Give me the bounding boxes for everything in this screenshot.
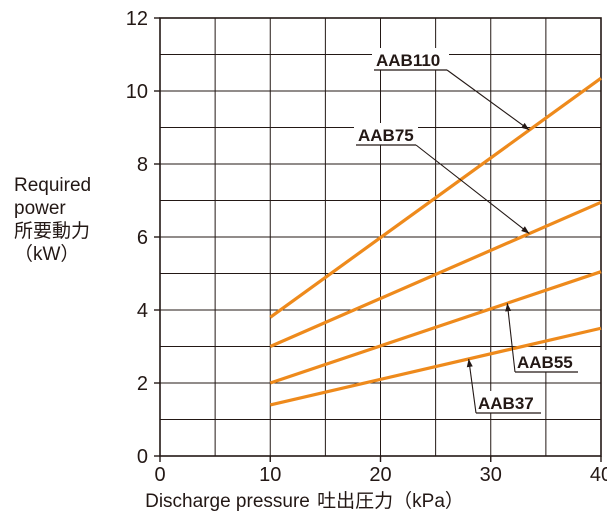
x-tick-label: 20 [369,464,391,486]
annotation-label-bg [354,123,418,145]
y-axis-label-line: power [14,198,66,219]
annotation-label-bg [513,350,580,372]
y-tick-label: 2 [137,373,148,395]
y-axis-label-line: Required [14,175,92,196]
x-tick-label: 30 [480,464,502,486]
annotation-label-aab75: AAB75 [358,126,414,145]
annotation-label-aab110: AAB110 [376,51,440,70]
series-line-aab75 [269,200,602,348]
series-line-aab37 [269,326,602,407]
tick-labels: 0 10 20 30 40 0 2 4 6 8 10 12 [126,8,607,486]
y-tick-label: 0 [137,446,148,468]
annotation-arrowhead [505,303,512,312]
axes [154,17,602,462]
annotation-arrowhead [521,226,530,234]
series-line-aab110 [269,76,602,319]
x-tick-label: 40 [590,464,607,486]
annotation-label-bg [474,391,543,413]
x-axis-label-en: Discharge pressure [145,491,310,512]
series-annotations: AAB110 AAB75 AAB55 AAB37 [354,48,580,414]
y-tick-label: 6 [137,227,148,249]
x-tick-label: 10 [259,464,281,486]
annotation-leader [415,144,530,234]
y-axis-label-line: 所要動力 [14,221,91,242]
annotation-leader [468,358,477,414]
y-tick-label: 8 [137,154,148,176]
annotation-arrowhead [521,122,530,131]
annotation-leader [446,69,530,131]
series-lines [269,76,602,407]
x-axis-label: Discharge pressure 吐出圧力（kPa） [0,486,607,513]
y-tick-label: 10 [126,81,148,103]
annotation-arrowhead [466,358,473,368]
series-line-aab55 [269,270,602,385]
x-axis-label-jp: 吐出圧力（kPa） [317,491,464,512]
annotation-label-aab55: AAB55 [517,353,573,372]
annotation-leader [506,303,516,373]
annotation-label-bg [372,48,449,70]
annotation-label-aab37: AAB37 [478,394,534,413]
y-tick-label: 12 [126,8,148,30]
y-axis-label: Required power 所要動力 （kW） [14,174,91,266]
y-axis-label-line: （kW） [14,244,80,265]
x-tick-label: 0 [154,464,165,486]
y-tick-label: 4 [137,300,148,322]
